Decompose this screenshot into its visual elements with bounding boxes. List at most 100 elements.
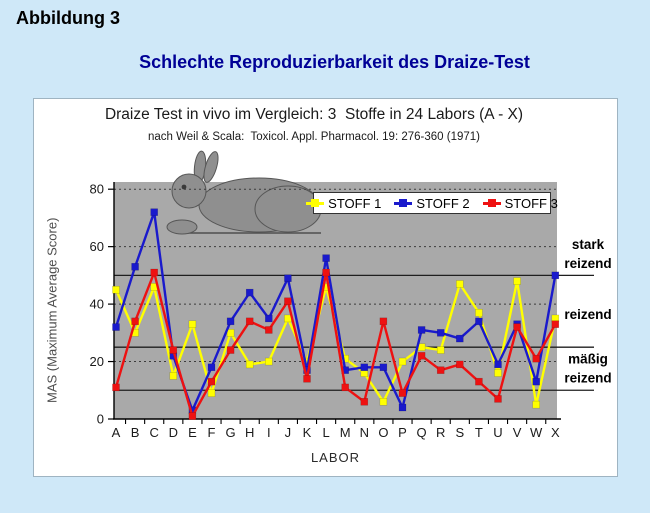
data-point (207, 389, 216, 397)
data-point (398, 357, 407, 366)
threshold-labels: stark reizend reizend mäßig reizend (564, 237, 611, 386)
svg-text:stark: stark (572, 237, 605, 252)
svg-text:40: 40 (90, 297, 104, 312)
svg-text:G: G (226, 425, 236, 440)
data-point (456, 360, 464, 369)
svg-text:O: O (378, 425, 388, 440)
data-point (226, 346, 235, 354)
data-point (341, 383, 349, 392)
rabbit-icon (166, 150, 322, 235)
data-point (398, 389, 407, 397)
data-point (475, 377, 483, 386)
svg-text:reizend: reizend (564, 371, 611, 386)
svg-text:V: V (513, 425, 522, 440)
svg-text:A: A (112, 425, 121, 440)
data-point (112, 383, 120, 392)
data-point (322, 254, 330, 262)
data-point (532, 377, 540, 386)
data-point (417, 326, 426, 334)
y-tick-labels: 0 20 40 60 80 (90, 182, 114, 427)
data-point (284, 274, 292, 282)
data-point (245, 360, 254, 369)
x-axis-label: LABOR (310, 450, 361, 465)
data-point (551, 271, 560, 280)
svg-text:F: F (208, 425, 216, 440)
legend-item-stoff-3: STOFF 3 (482, 195, 558, 211)
svg-text:reizend: reizend (564, 307, 611, 322)
legend-label: STOFF 2 (416, 195, 470, 211)
draize-line-chart: stark reizend reizend mäßig reizend 0 20 40 60 80… (90, 150, 612, 440)
data-point (131, 317, 139, 326)
data-point (379, 317, 388, 326)
svg-text:C: C (150, 425, 159, 440)
svg-text:X: X (551, 425, 560, 440)
data-point (207, 363, 216, 372)
data-point (379, 398, 388, 406)
data-point (303, 375, 311, 383)
stoff-3-marker-icon (482, 199, 501, 207)
data-point (245, 317, 254, 326)
svg-text:D: D (169, 425, 178, 440)
svg-text:80: 80 (90, 182, 104, 197)
data-point (265, 326, 273, 334)
data-point (398, 403, 407, 412)
axes (113, 182, 561, 420)
svg-text:Q: Q (417, 425, 427, 440)
svg-text:P: P (398, 425, 407, 440)
chart-subtitle: nach Weil & Scala: Toxicol. Appl. Pharma… (148, 131, 480, 143)
data-point (188, 320, 197, 328)
data-point (551, 320, 560, 328)
svg-text:T: T (475, 425, 483, 440)
figure-label: Abbildung 3 (16, 8, 120, 28)
data-point (188, 412, 197, 420)
data-point (265, 314, 273, 323)
svg-text:K: K (303, 425, 312, 440)
data-point (494, 369, 502, 377)
data-point (150, 208, 158, 216)
data-point (265, 357, 273, 366)
svg-text:60: 60 (90, 239, 104, 254)
gridlines (114, 188, 557, 363)
data-point (245, 288, 254, 297)
chart-panel: Draize Test in vivo im Vergleich: 3 Stof… (33, 98, 618, 477)
data-point (436, 346, 445, 354)
svg-text:reizend: reizend (564, 256, 611, 271)
svg-text:U: U (493, 425, 502, 440)
data-point (226, 317, 235, 326)
data-point (513, 277, 521, 285)
data-point (456, 334, 464, 343)
data-point (131, 263, 139, 271)
chart-legend: STOFF 1 STOFF 2 STOFF 3 (306, 192, 558, 214)
legend-item-stoff-2: STOFF 2 (394, 195, 470, 211)
svg-text:mäßig: mäßig (568, 352, 608, 367)
data-point (322, 268, 330, 277)
svg-text:M: M (340, 425, 351, 440)
plot-background (114, 182, 557, 419)
svg-text:0: 0 (97, 412, 104, 427)
stoff-1-marker-icon (306, 199, 325, 207)
legend-item-stoff-1: STOFF 1 (306, 196, 381, 211)
data-point (379, 363, 388, 372)
legend-label: STOFF 1 (328, 195, 382, 211)
svg-text:I: I (267, 425, 271, 440)
data-point (532, 354, 540, 363)
data-point (112, 285, 120, 294)
page-title: Schlechte Reproduzierbarkeit des Draize-… (139, 52, 530, 72)
stoff-2-marker-icon (394, 199, 413, 207)
data-point (475, 308, 483, 317)
chart-title: Draize Test in vivo im Vergleich: 3 Stof… (104, 106, 524, 123)
svg-text:E: E (188, 425, 197, 440)
data-point (456, 280, 464, 288)
data-point (150, 268, 158, 277)
data-point (494, 395, 502, 403)
data-point (436, 329, 445, 337)
data-point (284, 297, 292, 305)
data-point (494, 360, 502, 369)
legend-label: STOFF 3 (504, 195, 558, 211)
svg-text:J: J (285, 425, 292, 440)
data-point (360, 363, 369, 372)
data-point (341, 354, 349, 363)
data-point (169, 346, 178, 354)
svg-text:B: B (131, 425, 140, 440)
